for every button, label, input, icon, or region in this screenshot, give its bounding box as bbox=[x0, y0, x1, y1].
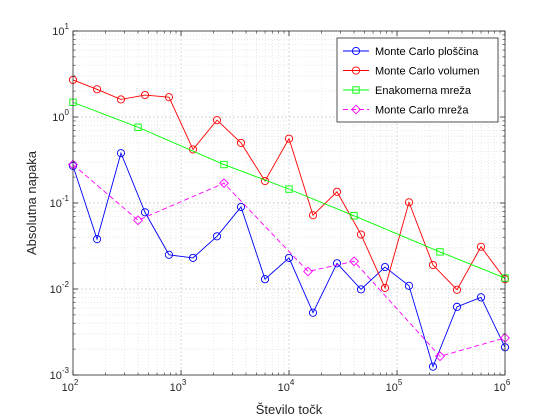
data-point bbox=[404, 281, 414, 290]
data-point bbox=[284, 253, 294, 262]
data-point bbox=[236, 138, 246, 147]
data-point bbox=[452, 285, 462, 294]
series-4 bbox=[68, 159, 510, 362]
data-point bbox=[476, 293, 486, 302]
x-axis-label: Število točk bbox=[256, 402, 323, 417]
data-point bbox=[93, 85, 102, 94]
data-point bbox=[236, 202, 246, 211]
series-line bbox=[72, 79, 506, 291]
data-point bbox=[332, 259, 342, 268]
legend-item[interactable]: Monte Carlo volumen bbox=[343, 66, 480, 78]
data-point bbox=[140, 208, 150, 217]
legend-box bbox=[336, 37, 499, 123]
data-point bbox=[133, 215, 143, 226]
data-point bbox=[428, 260, 438, 270]
data-point bbox=[436, 248, 444, 256]
data-point bbox=[476, 242, 486, 251]
data-point bbox=[303, 266, 313, 277]
tick-marks bbox=[72, 30, 506, 376]
data-point bbox=[428, 362, 438, 371]
data-point bbox=[140, 90, 150, 100]
y-axis-label: Absolutna napaka bbox=[24, 150, 39, 255]
data-point bbox=[404, 198, 414, 207]
data-point bbox=[332, 187, 342, 196]
data-point bbox=[164, 93, 174, 102]
legend-item[interactable]: Monte Carlo ploščina bbox=[343, 46, 479, 58]
series-1 bbox=[68, 149, 510, 371]
data-point bbox=[285, 185, 293, 193]
data-point bbox=[188, 253, 198, 262]
legend-marker bbox=[352, 86, 360, 94]
data-point bbox=[212, 116, 222, 125]
legend-marker bbox=[351, 66, 361, 75]
series-line bbox=[72, 101, 506, 279]
legend-label: Monte Carlo mreža bbox=[375, 105, 469, 117]
data-point bbox=[356, 230, 366, 239]
data-point bbox=[349, 256, 359, 267]
data-point bbox=[356, 285, 366, 294]
data-point bbox=[220, 160, 228, 169]
legend-marker bbox=[351, 46, 361, 56]
data-point bbox=[164, 250, 174, 259]
series-line bbox=[72, 164, 506, 357]
legend-label: Monte Carlo ploščina bbox=[375, 46, 479, 58]
legend-label: Enakomerna mreža bbox=[375, 85, 472, 97]
legend[interactable]: Monte Carlo ploščina Monte Carlo volumen E… bbox=[336, 37, 499, 123]
data-point bbox=[380, 262, 390, 272]
data-point bbox=[260, 275, 270, 284]
legend-item[interactable]: Enakomerna mreža bbox=[343, 85, 472, 97]
data-point bbox=[134, 123, 142, 131]
data-point bbox=[116, 149, 126, 158]
legend-label: Monte Carlo volumen bbox=[375, 66, 480, 78]
data-point bbox=[435, 351, 445, 362]
legend-marker bbox=[351, 104, 361, 115]
data-point bbox=[93, 235, 102, 244]
data-point bbox=[350, 212, 358, 220]
data-point bbox=[380, 283, 390, 292]
data-point bbox=[212, 232, 222, 241]
data-point bbox=[452, 302, 462, 311]
data-point bbox=[116, 95, 126, 104]
data-point bbox=[219, 178, 229, 189]
data-point bbox=[284, 134, 294, 143]
series-line bbox=[72, 151, 506, 369]
data-point bbox=[308, 308, 318, 317]
legend-item[interactable]: Monte Carlo mreža bbox=[343, 105, 469, 117]
data-point bbox=[308, 211, 318, 220]
